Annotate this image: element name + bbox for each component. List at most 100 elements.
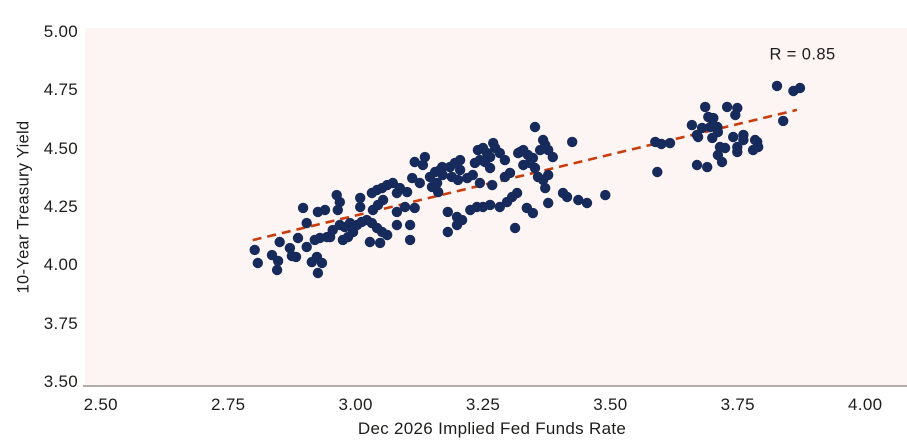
data-point bbox=[374, 237, 386, 249]
x-tick-label: 2.50 bbox=[83, 395, 118, 414]
data-point bbox=[732, 102, 743, 114]
data-point bbox=[431, 177, 443, 189]
data-point bbox=[414, 177, 425, 189]
y-tick-label: 3.50 bbox=[43, 372, 78, 392]
data-point bbox=[794, 82, 806, 94]
data-point bbox=[771, 80, 783, 92]
data-point bbox=[719, 142, 731, 154]
data-point bbox=[409, 156, 420, 168]
data-point bbox=[442, 206, 453, 218]
data-point bbox=[407, 172, 418, 184]
data-point bbox=[573, 194, 584, 206]
data-point bbox=[319, 204, 331, 216]
data-point bbox=[543, 169, 554, 181]
data-point bbox=[712, 126, 724, 138]
data-point bbox=[702, 161, 713, 173]
data-point bbox=[581, 197, 593, 209]
data-point bbox=[529, 121, 541, 133]
data-point bbox=[664, 137, 676, 149]
data-point bbox=[696, 122, 708, 134]
data-point bbox=[716, 156, 728, 168]
data-point bbox=[527, 152, 539, 164]
data-point bbox=[271, 264, 283, 276]
x-axis-line bbox=[83, 385, 907, 387]
data-point bbox=[332, 204, 343, 216]
data-point bbox=[547, 151, 558, 163]
data-point bbox=[456, 214, 468, 226]
x-tick-label: 3.50 bbox=[593, 395, 628, 414]
data-point bbox=[499, 154, 511, 166]
data-point bbox=[732, 146, 743, 158]
data-point bbox=[297, 202, 309, 214]
y-tick-label: 5.00 bbox=[43, 21, 78, 41]
data-point bbox=[377, 194, 389, 206]
data-point bbox=[284, 242, 296, 254]
data-point bbox=[382, 229, 393, 241]
data-point bbox=[399, 201, 411, 213]
y-tick-label: 4.75 bbox=[43, 80, 78, 100]
data-point bbox=[509, 222, 521, 234]
data-point bbox=[290, 251, 302, 263]
data-point bbox=[738, 134, 749, 146]
y-tick-label: 4.25 bbox=[43, 197, 78, 216]
data-point bbox=[433, 186, 444, 198]
data-point bbox=[301, 217, 312, 229]
y-tick-label: 4.50 bbox=[43, 138, 78, 158]
data-point bbox=[437, 169, 448, 181]
data-point bbox=[511, 187, 523, 199]
data-point bbox=[334, 196, 345, 208]
data-point bbox=[442, 226, 453, 238]
data-point bbox=[454, 164, 466, 176]
data-point bbox=[708, 112, 719, 124]
data-point bbox=[355, 201, 366, 213]
data-point bbox=[454, 154, 466, 166]
data-point bbox=[487, 179, 498, 191]
data-point bbox=[700, 101, 711, 113]
data-point bbox=[467, 169, 478, 181]
data-point bbox=[527, 207, 539, 219]
data-point bbox=[753, 141, 764, 153]
data-point bbox=[778, 115, 789, 127]
correlation-annotation: R = 0.85 bbox=[769, 45, 836, 64]
data-point bbox=[561, 191, 573, 203]
y-tick-label: 4.00 bbox=[43, 255, 78, 275]
trend-line bbox=[252, 108, 798, 242]
data-point bbox=[272, 255, 284, 267]
data-point bbox=[452, 174, 464, 186]
data-point bbox=[301, 241, 312, 253]
data-point bbox=[404, 219, 416, 231]
data-point bbox=[419, 151, 431, 163]
data-point bbox=[656, 138, 667, 150]
data-point bbox=[312, 267, 324, 279]
data-point bbox=[401, 186, 413, 198]
data-point bbox=[567, 136, 578, 148]
data-point bbox=[543, 197, 554, 209]
y-tick-label: 3.75 bbox=[43, 313, 78, 333]
data-point bbox=[686, 119, 698, 131]
data-point bbox=[252, 257, 263, 269]
data-point bbox=[484, 151, 496, 163]
data-point bbox=[691, 159, 703, 171]
data-point bbox=[364, 236, 376, 248]
x-tick-label: 3.00 bbox=[338, 395, 373, 414]
data-point bbox=[292, 232, 304, 244]
data-point bbox=[409, 202, 420, 214]
data-point bbox=[249, 244, 260, 256]
x-tick-label: 3.75 bbox=[720, 395, 755, 414]
x-axis-title: Dec 2026 Implied Fed Funds Rate bbox=[357, 419, 627, 438]
plot-area bbox=[85, 28, 907, 386]
data-point bbox=[504, 167, 516, 179]
data-point bbox=[728, 131, 739, 143]
x-tick-label: 2.75 bbox=[211, 395, 246, 414]
data-point bbox=[652, 166, 663, 178]
data-point bbox=[474, 177, 486, 189]
data-point bbox=[540, 182, 551, 194]
data-point bbox=[484, 199, 496, 211]
data-point bbox=[600, 189, 611, 201]
scatter-canvas bbox=[249, 80, 806, 279]
data-point bbox=[437, 161, 448, 173]
data-point bbox=[391, 219, 403, 231]
data-point bbox=[274, 236, 285, 248]
x-tick-label: 3.25 bbox=[465, 395, 501, 414]
